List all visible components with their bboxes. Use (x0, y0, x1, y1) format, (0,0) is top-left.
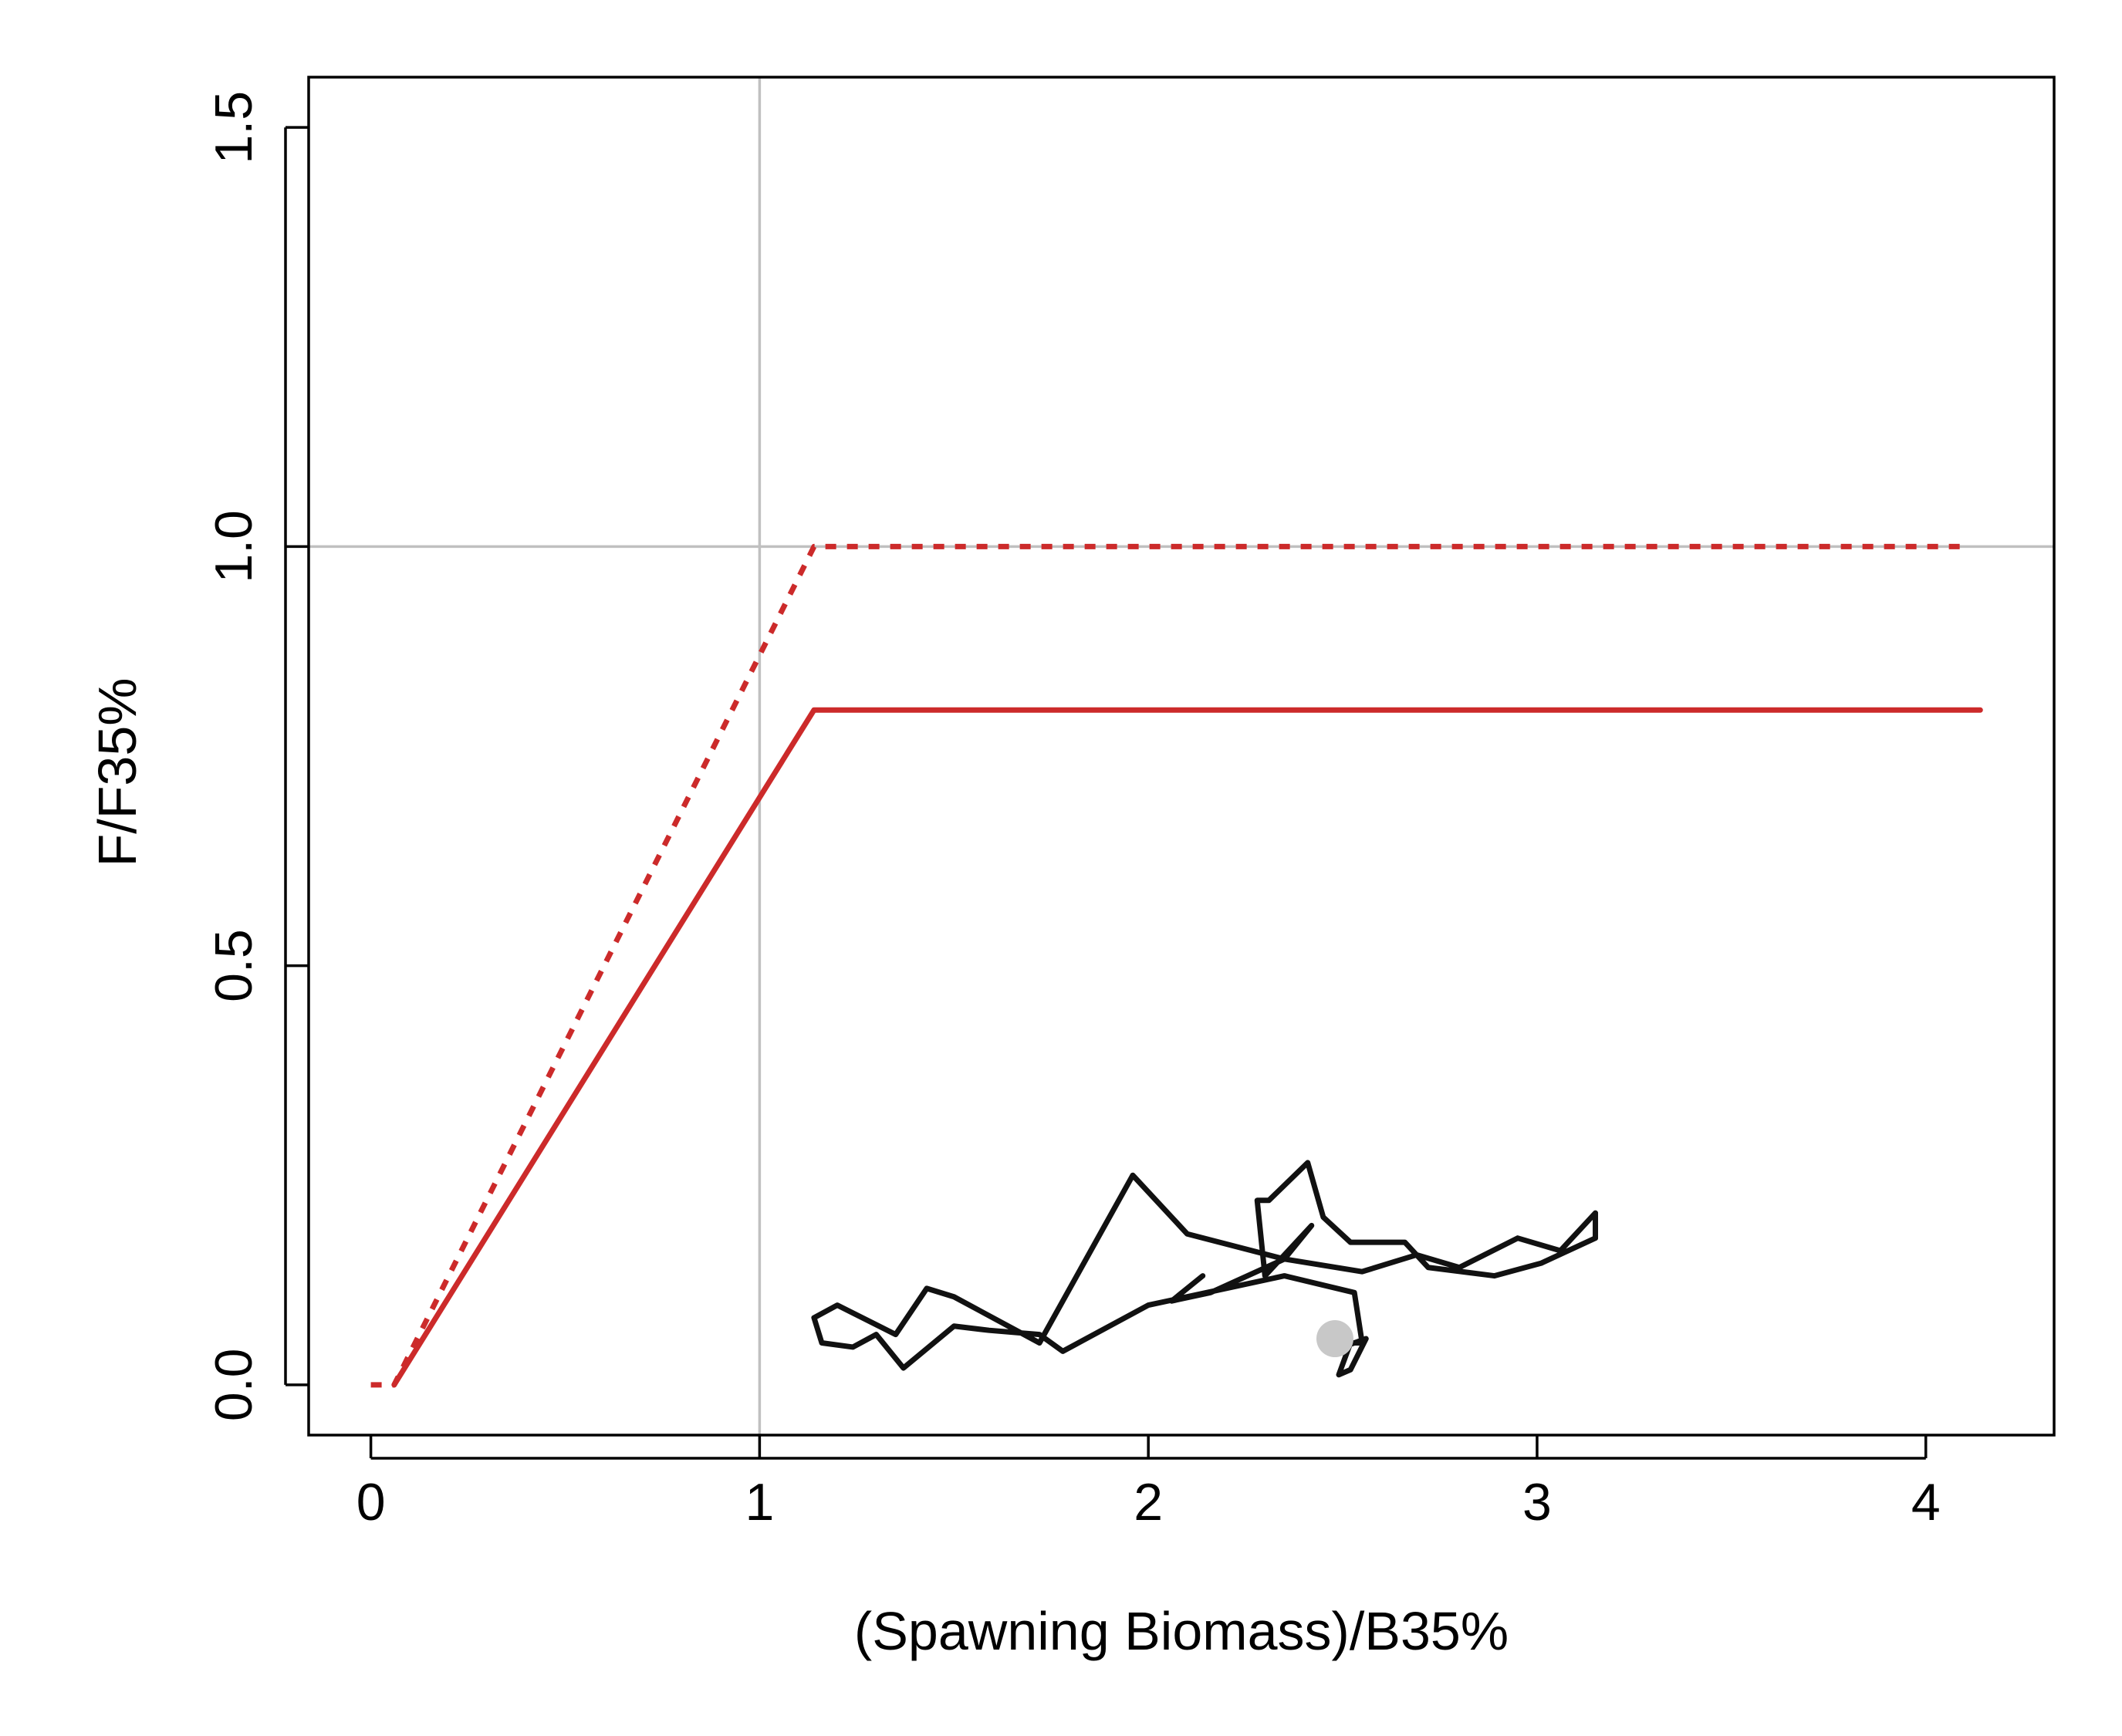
series-line-2 (391, 707, 1983, 1388)
y-axis: 0.0 0.5 1.0 1.5 (204, 91, 309, 1421)
x-axis-label: (Spawning Biomass)/B35% (854, 1601, 1509, 1661)
y-tick-label: 1.0 (204, 510, 263, 583)
y-axis-label: F/F35% (87, 677, 147, 866)
x-tick-label: 3 (1522, 1473, 1552, 1532)
series-group (370, 543, 1983, 1388)
y-tick-label: 0.5 (204, 929, 263, 1002)
x-tick-label: 0 (356, 1473, 386, 1532)
series-line-3 (811, 1160, 1599, 1378)
data-point (1316, 1320, 1353, 1358)
y-tick-label: 1.5 (204, 91, 263, 164)
x-axis: 0 1 2 3 4 (356, 1435, 1941, 1532)
y-tick-label: 0.0 (204, 1349, 263, 1422)
series-line-1 (370, 543, 1965, 1388)
x-tick-label: 1 (745, 1473, 774, 1532)
x-tick-label: 2 (1134, 1473, 1163, 1532)
x-tick-label: 4 (1911, 1473, 1941, 1532)
plot-area-border (307, 76, 2056, 1437)
